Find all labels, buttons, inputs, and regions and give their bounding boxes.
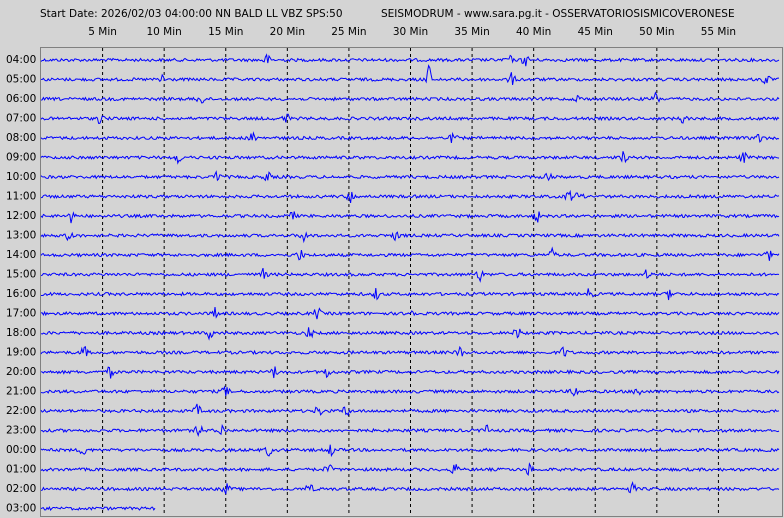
trace [40, 403, 780, 417]
row-label: 09:00 [6, 152, 36, 164]
row-label: 04:00 [6, 54, 36, 66]
trace [40, 131, 780, 143]
trace [40, 462, 780, 477]
trace [40, 505, 156, 511]
trace [40, 345, 780, 357]
trace [40, 211, 780, 224]
trace [40, 231, 780, 244]
plot-frame [40, 47, 783, 517]
row-label: 12:00 [6, 210, 36, 222]
trace [40, 170, 780, 182]
row-label: 15:00 [6, 269, 36, 281]
x-tick-label: 5 Min [88, 26, 117, 38]
row-label: 05:00 [6, 74, 36, 86]
trace [40, 246, 780, 261]
x-tick-label: 50 Min [639, 26, 674, 38]
row-label: 13:00 [6, 230, 36, 242]
x-tick-label: 30 Min [393, 26, 428, 38]
x-tick-label: 55 Min [701, 26, 736, 38]
trace [40, 327, 779, 341]
trace [40, 366, 780, 379]
row-label: 00:00 [6, 444, 36, 456]
row-label: 23:00 [6, 425, 36, 437]
x-tick-label: 40 Min [516, 26, 551, 38]
row-label: 02:00 [6, 483, 36, 495]
trace [40, 151, 780, 165]
x-tick-label: 20 Min [270, 26, 305, 38]
row-label: 17:00 [6, 308, 36, 320]
trace [40, 385, 780, 397]
row-label: 21:00 [6, 386, 36, 398]
trace [40, 307, 780, 320]
row-label: 01:00 [6, 464, 36, 476]
row-label: 10:00 [6, 171, 36, 183]
row-label: 14:00 [6, 249, 36, 261]
row-label: 06:00 [6, 93, 36, 105]
trace [40, 113, 780, 124]
chart-title: Start Date: 2026/02/03 04:00:00 NN BALD … [40, 8, 343, 20]
row-label: 03:00 [6, 503, 36, 515]
trace [40, 53, 780, 67]
row-label: 07:00 [6, 113, 36, 125]
row-label: 22:00 [6, 405, 36, 417]
row-label: 18:00 [6, 327, 36, 339]
row-label: 20:00 [6, 366, 36, 378]
x-tick-label: 25 Min [331, 26, 366, 38]
row-label: 08:00 [6, 132, 36, 144]
trace [40, 189, 780, 204]
trace [40, 444, 780, 458]
trace [41, 287, 780, 301]
trace [40, 267, 780, 283]
row-label: 16:00 [6, 288, 36, 300]
trace [40, 91, 780, 104]
chart-subtitle: SEISMODRUM - www.sara.pg.it - OSSERVATOR… [381, 8, 735, 20]
row-label: 19:00 [6, 347, 36, 359]
x-tick-label: 35 Min [454, 26, 489, 38]
x-tick-label: 10 Min [146, 26, 181, 38]
trace [40, 423, 780, 438]
trace [40, 481, 780, 495]
row-label: 11:00 [6, 191, 36, 203]
trace [40, 64, 779, 85]
x-tick-label: 45 Min [578, 26, 613, 38]
x-tick-label: 15 Min [208, 26, 243, 38]
